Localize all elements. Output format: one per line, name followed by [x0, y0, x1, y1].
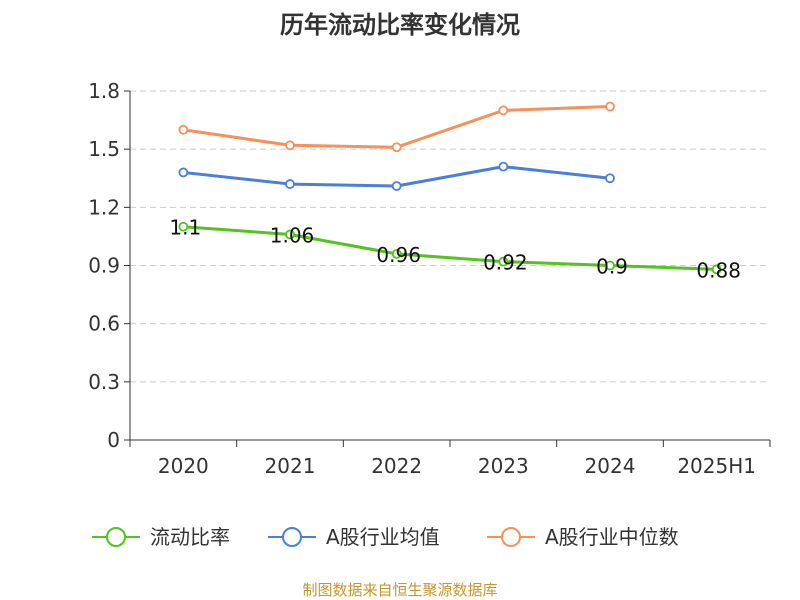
legend-label: A股行业均值 [326, 525, 440, 549]
data-point [605, 173, 615, 184]
legend-marker [501, 527, 521, 547]
legend-marker [282, 527, 302, 547]
data-label: 0.96 [376, 243, 421, 267]
legend-item-0[interactable]: 流动比率 [92, 525, 230, 549]
x-tick-label: 2025H1 [677, 454, 756, 478]
legend[interactable]: 流动比率 A股行业均值 A股行业中位数 [92, 525, 679, 549]
legend-marker [106, 527, 126, 547]
data-point [498, 161, 509, 172]
y-tick-label: 1.8 [88, 79, 120, 103]
chart-title: 历年流动比率变化情况 [280, 11, 520, 39]
x-tick-label: 2024 [585, 454, 636, 478]
series-layer [178, 101, 722, 275]
y-tick-label: 1.2 [88, 195, 120, 219]
x-tick-label: 2021 [265, 454, 316, 478]
data-point [285, 140, 295, 151]
data-point [178, 124, 189, 135]
data-point [391, 248, 402, 259]
data-label: 1.06 [270, 223, 315, 247]
axes: 0 0.3 0.6 0.9 1.2 1.5 1.8 2020 2021 2022 2023 2024 2… [88, 79, 771, 478]
x-tick-label: 2020 [158, 454, 209, 478]
data-label: 1.1 [169, 216, 201, 240]
data-point [498, 105, 509, 116]
x-tick-label: 2022 [371, 454, 422, 478]
grid-layer [130, 90, 770, 383]
legend-label: 流动比率 [150, 525, 230, 549]
data-labels: 1.1 1.06 0.96 0.92 0.9 0.88 [169, 216, 741, 283]
data-point [285, 229, 295, 240]
data-point [391, 142, 402, 153]
y-tick-label: 0.3 [88, 370, 120, 394]
data-label: 0.92 [483, 251, 528, 275]
series-line-0 [183, 225, 717, 271]
y-tick-label: 0.9 [88, 254, 120, 278]
data-label: 0.9 [596, 255, 628, 279]
data-point [711, 264, 722, 275]
data-point [178, 221, 189, 232]
x-tick-label: 2023 [478, 454, 529, 478]
data-point [605, 101, 615, 112]
y-tick-label: 0 [107, 428, 120, 452]
legend-label: A股行业中位数 [545, 525, 679, 549]
data-label: 0.88 [696, 258, 741, 282]
legend-item-1[interactable]: A股行业均值 [268, 525, 440, 549]
data-point [391, 181, 402, 191]
data-point [285, 179, 295, 189]
data-point [178, 167, 189, 178]
y-tick-label: 0.6 [88, 312, 120, 336]
source-note: 制图数据来自恒生聚源数据库 [302, 581, 497, 599]
legend-item-2[interactable]: A股行业中位数 [487, 525, 679, 549]
y-tick-label: 1.5 [88, 137, 120, 161]
series-line-2 [183, 105, 611, 149]
data-point [498, 256, 509, 267]
data-point [605, 260, 615, 271]
